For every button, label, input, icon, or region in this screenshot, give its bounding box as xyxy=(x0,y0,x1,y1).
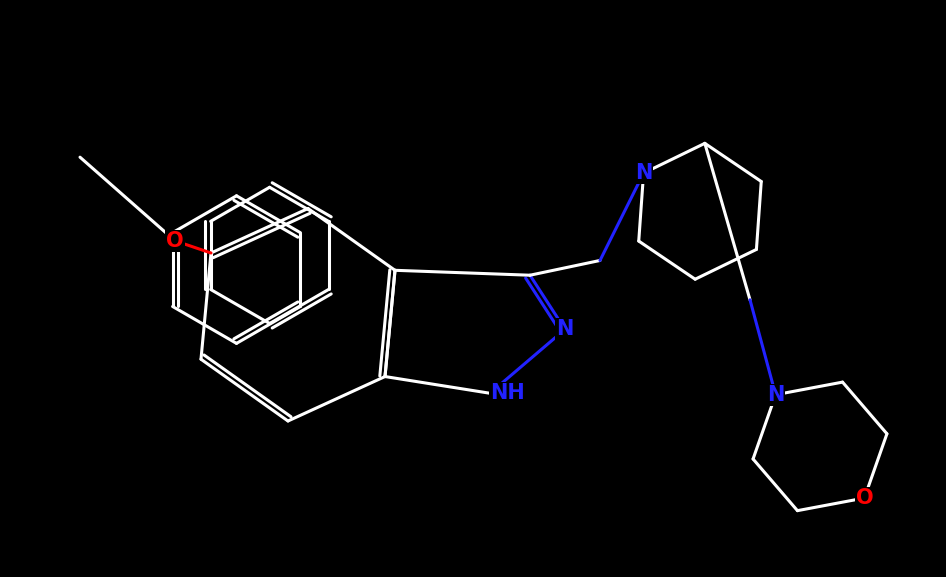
Text: N: N xyxy=(556,319,573,339)
Text: O: O xyxy=(166,231,184,251)
Text: N: N xyxy=(635,163,652,183)
Text: N: N xyxy=(767,385,784,404)
Text: O: O xyxy=(855,488,873,508)
Text: NH: NH xyxy=(490,383,525,403)
